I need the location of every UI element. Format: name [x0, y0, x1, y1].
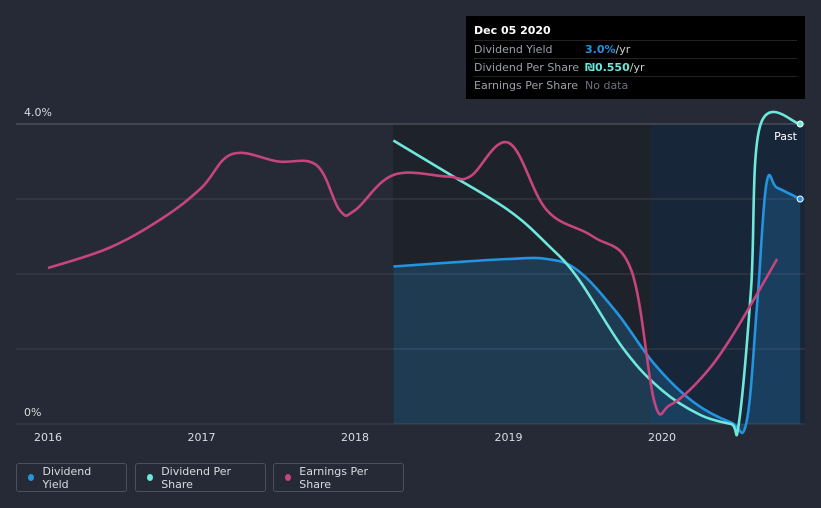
legend-label: Dividend Per Share: [161, 464, 232, 491]
x-tick-label: 2017: [188, 431, 216, 444]
tooltip-row-dividend-yield: Dividend Yield 3.0% /yr: [474, 40, 797, 58]
legend-earnings-per-share[interactable]: Earnings Per Share: [273, 463, 404, 492]
x-tick-label: 2018: [341, 431, 369, 444]
earnings-per-share-line: [47, 140, 779, 416]
tooltip-label: Dividend Per Share: [474, 61, 580, 74]
end-markers: [796, 120, 804, 203]
dividend-per-share-line: [392, 110, 801, 437]
legend-dot-icon: [147, 474, 154, 481]
y-tick-label: 0%: [24, 406, 41, 419]
x-tick-labels: 2016 2017 2018 2019 2020: [34, 431, 676, 444]
dividend-per-share-end-marker: [796, 120, 804, 128]
past-label: Past: [774, 130, 798, 143]
legend-label: Earnings Per Share: [299, 464, 369, 491]
dividend-yield-area: [393, 175, 801, 433]
x-tick-label: 2020: [648, 431, 676, 444]
tooltip-label: Dividend Yield: [474, 43, 553, 56]
tooltip-label: Earnings Per Share: [474, 79, 579, 92]
dividend-yield-end-marker: [796, 195, 804, 203]
x-tick-label: 2019: [495, 431, 523, 444]
legend-dividend-yield[interactable]: Dividend Yield: [16, 463, 127, 492]
series-lines: [47, 110, 801, 437]
y-tick-label: 4.0%: [24, 106, 52, 119]
tooltip-date: Dec 05 2020: [474, 24, 551, 37]
tooltip-value: ₪0.550: [585, 61, 630, 74]
tooltip-value: 3.0%: [585, 43, 616, 56]
legend-dot-icon: [285, 474, 292, 481]
tooltip-row-dividend-per-share: Dividend Per Share ₪0.550 /yr: [474, 58, 797, 76]
legend-dividend-per-share[interactable]: Dividend Per Share: [135, 463, 266, 492]
tooltip-value: No data: [585, 79, 629, 92]
tooltip-unit: /yr: [615, 43, 631, 56]
tooltip-row-earnings-per-share: Earnings Per Share No data: [474, 76, 797, 94]
tooltip-unit: /yr: [629, 61, 645, 74]
y-tick-labels: 4.0% 0%: [24, 106, 52, 419]
tooltip: Dec 05 2020 Dividend Yield 3.0% /yr Divi…: [466, 16, 805, 99]
legend-label: Dividend Yield: [42, 464, 92, 491]
series-areas: [393, 175, 801, 433]
x-tick-label: 2016: [34, 431, 62, 444]
grid-lines: [16, 123, 805, 425]
legend-dot-icon: [28, 474, 35, 481]
